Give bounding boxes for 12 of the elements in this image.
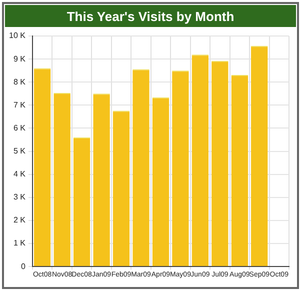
y-tick-label: 1 K: [13, 238, 26, 248]
y-tick-label: 2 K: [13, 216, 26, 225]
y-tick-label: 4 K: [13, 170, 26, 179]
y-tick-label: 3 K: [13, 192, 26, 202]
y-tick-label: 8 K: [13, 77, 26, 86]
y-tick-label: 0: [21, 262, 26, 271]
y-tick-label: 10 K: [8, 31, 26, 40]
y-tick-label: 7 K: [13, 100, 26, 110]
y-tick-label: 9 K: [13, 54, 26, 64]
y-tick-label: 5 K: [13, 146, 26, 156]
chart-subtitle: This Year's Visits by Month: [5, 5, 296, 27]
y-tick-label: 6 K: [13, 123, 26, 132]
